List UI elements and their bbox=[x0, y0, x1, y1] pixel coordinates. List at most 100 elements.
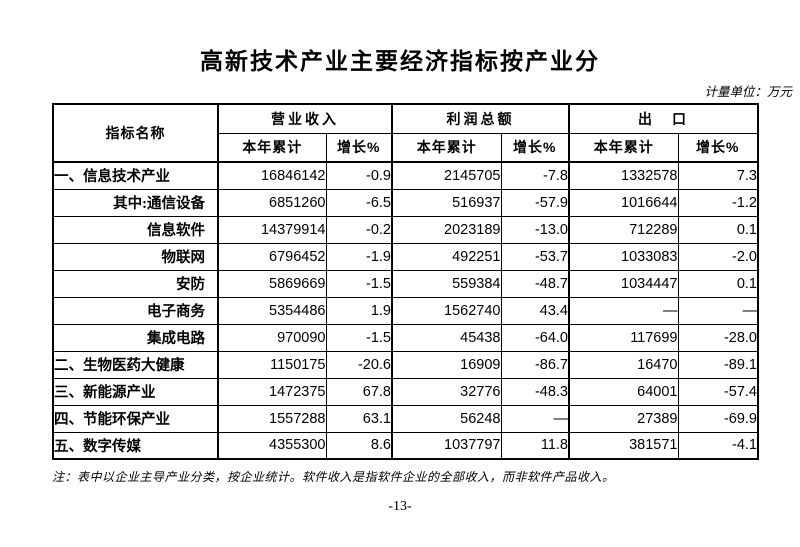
cell-value: 8.6 bbox=[325, 431, 393, 460]
cell-value: 0.1 bbox=[677, 215, 759, 244]
row-label: 三、新能源产业 bbox=[52, 377, 219, 406]
header-row-sub: 本年累计 增长% 本年累计 增长% 本年累计 增长% bbox=[53, 132, 759, 163]
row-label: 信息软件 bbox=[52, 215, 219, 244]
cell-value: 0.1 bbox=[677, 269, 759, 298]
cell-value: 64001 bbox=[568, 377, 679, 406]
header-export-cumulative: 本年累计 bbox=[568, 132, 679, 163]
table-row: 物联网 6796452 -1.9 492251 -53.7 1033083 -2.0 bbox=[52, 242, 759, 271]
header-export-growth: 增长% bbox=[677, 132, 759, 163]
cell-value: 381571 bbox=[568, 431, 679, 460]
cell-value: 6796452 bbox=[217, 242, 327, 271]
cell-value: 6851260 bbox=[217, 188, 327, 217]
table-row: 集成电路 970090 -1.5 45438 -64.0 117699 -28.0 bbox=[52, 323, 759, 352]
row-label: 四、节能环保产业 bbox=[52, 404, 219, 433]
page-title: 高新技术产业主要经济指标按产业分 bbox=[200, 48, 600, 74]
cell-value: -1.2 bbox=[677, 188, 759, 217]
cell-value: -48.3 bbox=[500, 377, 570, 406]
cell-value: -1.5 bbox=[325, 323, 393, 352]
cell-value: 1562740 bbox=[391, 296, 502, 325]
header-group-profit: 利润总额 bbox=[391, 103, 570, 134]
cell-value: 1150175 bbox=[217, 350, 327, 379]
cell-value: 16470 bbox=[568, 350, 679, 379]
table-row: 一、信息技术产业 16846142 -0.9 2145705 -7.8 1332578 7.… bbox=[52, 161, 759, 190]
cell-value: -28.0 bbox=[677, 323, 759, 352]
table-row: 信息软件 14379914 -0.2 2023189 -13.0 712289 0.1 bbox=[52, 215, 759, 244]
cell-value: 67.8 bbox=[325, 377, 393, 406]
cell-value: 16909 bbox=[391, 350, 502, 379]
row-label: 其中:通信设备 bbox=[52, 188, 219, 217]
row-label: 集成电路 bbox=[52, 323, 219, 352]
footnote: 注：表中以企业主导产业分类，按企业统计。软件收入是指软件企业的全部收入，而非软件… bbox=[52, 470, 615, 484]
cell-value: -20.6 bbox=[325, 350, 393, 379]
cell-value: -1.9 bbox=[325, 242, 393, 271]
cell-value: -6.5 bbox=[325, 188, 393, 217]
cell-value: -64.0 bbox=[500, 323, 570, 352]
table-row: 四、节能环保产业 1557288 63.1 56248—27389 -69.9 bbox=[52, 404, 759, 433]
header-group-revenue: 营业收入 bbox=[217, 103, 393, 134]
cell-value: 712289 bbox=[568, 215, 679, 244]
cell-value: 45438 bbox=[391, 323, 502, 352]
cell-value: 5869669 bbox=[217, 269, 327, 298]
cell-value: -2.0 bbox=[677, 242, 759, 271]
cell-value: 4355300 bbox=[217, 431, 327, 460]
cell-value: 2023189 bbox=[391, 215, 502, 244]
cell-value: 63.1 bbox=[325, 404, 393, 433]
cell-value: -0.2 bbox=[325, 215, 393, 244]
cell-value: 1033083 bbox=[568, 242, 679, 271]
cell-value: -69.9 bbox=[677, 404, 759, 433]
cell-value: 14379914 bbox=[217, 215, 327, 244]
cell-value: 2145705 bbox=[391, 161, 502, 190]
indicators-table: 指标名称 营业收入 利润总额 出 口 本年累计 增长% 本年累计 增长% 本年累… bbox=[52, 103, 759, 460]
cell-value: 7.3 bbox=[677, 161, 759, 190]
table-row: 其中:通信设备 6851260 -6.5 516937 -57.9 1016644 -1.2 bbox=[52, 188, 759, 217]
cell-value: 5354486 bbox=[217, 296, 327, 325]
cell-value: -57.4 bbox=[677, 377, 759, 406]
header-profit-cumulative: 本年累计 bbox=[391, 132, 502, 163]
table-row: 三、新能源产业 1472375 67.8 32776 -48.3 64001 -57.4 bbox=[52, 377, 759, 406]
cell-value: 1472375 bbox=[217, 377, 327, 406]
table-row: 五、数字传媒 4355300 8.6 1037797 11.8 381571 -4.1 bbox=[52, 431, 759, 460]
cell-value: -7.8 bbox=[500, 161, 570, 190]
cell-value: -0.9 bbox=[325, 161, 393, 190]
table-row: 二、生物医药大健康 1150175 -20.6 16909 -86.7 16470 -89.… bbox=[52, 350, 759, 379]
cell-value: -89.1 bbox=[677, 350, 759, 379]
cell-value: -4.1 bbox=[677, 431, 759, 460]
cell-value: -13.0 bbox=[500, 215, 570, 244]
cell-value: 1037797 bbox=[391, 431, 502, 460]
cell-value: 1034447 bbox=[568, 269, 679, 298]
page-number: -13- bbox=[388, 499, 412, 514]
cell-value: — bbox=[568, 296, 679, 325]
table-row: 安防 5869669 -1.5 559384 -48.7 1034447 0.1 bbox=[52, 269, 759, 298]
table-row: 电子商务 5354486 1.9 1562740 43.4— — bbox=[52, 296, 759, 325]
header-revenue-growth: 增长% bbox=[325, 132, 393, 163]
cell-value: 1332578 bbox=[568, 161, 679, 190]
cell-value: -1.5 bbox=[325, 269, 393, 298]
cell-value: 970090 bbox=[217, 323, 327, 352]
row-label: 电子商务 bbox=[52, 296, 219, 325]
cell-value: — bbox=[677, 296, 759, 325]
row-label: 一、信息技术产业 bbox=[52, 161, 219, 190]
cell-value: 16846142 bbox=[217, 161, 327, 190]
header-profit-growth: 增长% bbox=[500, 132, 570, 163]
table-header: 指标名称 营业收入 利润总额 出 口 本年累计 增长% 本年累计 增长% 本年累… bbox=[52, 103, 759, 163]
header-indicator-name: 指标名称 bbox=[52, 103, 219, 163]
cell-value: 1016644 bbox=[568, 188, 679, 217]
cell-value: 1.9 bbox=[325, 296, 393, 325]
cell-value: 1557288 bbox=[217, 404, 327, 433]
cell-value: 117699 bbox=[568, 323, 679, 352]
row-label: 安防 bbox=[52, 269, 219, 298]
cell-value: 43.4 bbox=[500, 296, 570, 325]
cell-value: 56248 bbox=[391, 404, 502, 433]
cell-value: -53.7 bbox=[500, 242, 570, 271]
row-label: 二、生物医药大健康 bbox=[52, 350, 219, 379]
header-row-groups: 指标名称 营业收入 利润总额 出 口 bbox=[52, 103, 759, 163]
cell-value: -57.9 bbox=[500, 188, 570, 217]
cell-value: -48.7 bbox=[500, 269, 570, 298]
cell-value: 516937 bbox=[391, 188, 502, 217]
header-revenue-cumulative: 本年累计 bbox=[217, 132, 327, 163]
table-body: 一、信息技术产业 16846142 -0.9 2145705 -7.8 1332578 7.… bbox=[52, 161, 759, 460]
cell-value: 11.8 bbox=[500, 431, 570, 460]
row-label: 五、数字传媒 bbox=[52, 431, 219, 460]
cell-value: -86.7 bbox=[500, 350, 570, 379]
cell-value: 32776 bbox=[391, 377, 502, 406]
